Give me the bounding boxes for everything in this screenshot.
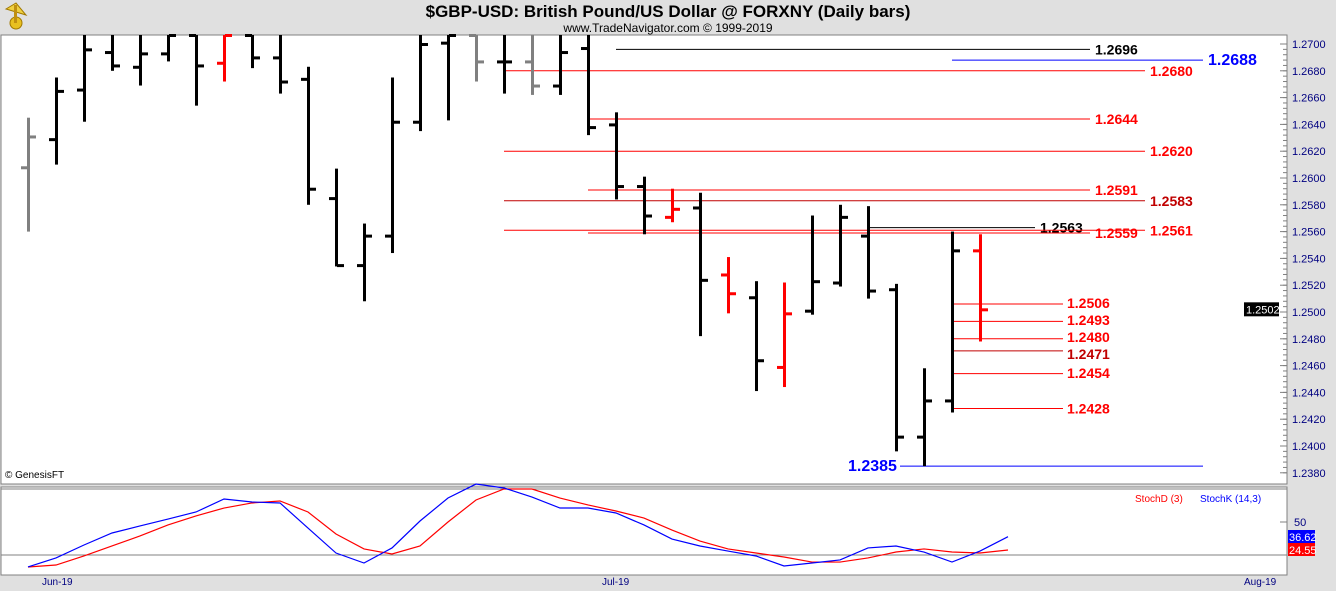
price-bar	[721, 257, 736, 314]
price-bar	[329, 168, 344, 268]
stoch-series-line	[27, 488, 1009, 568]
price-bar	[105, 35, 120, 71]
price-bar	[833, 204, 848, 287]
level-label: 1.2559	[1095, 225, 1138, 241]
level-label: 1.2480	[1067, 329, 1110, 345]
price-bar	[21, 117, 36, 232]
price-bar	[693, 192, 708, 337]
price-bar	[301, 66, 316, 205]
copyright-label: © GenesisFT	[5, 470, 64, 481]
level-label: 1.2620	[1150, 143, 1193, 159]
y-tick-label: 1.2420	[1292, 414, 1326, 426]
y-tick-label: 1.2460	[1292, 361, 1326, 373]
level-label: 1.2583	[1150, 193, 1193, 209]
y-tick-label: 1.2480	[1292, 334, 1326, 346]
level-label: 1.2471	[1067, 346, 1110, 362]
price-bar	[665, 188, 680, 223]
price-bar	[917, 368, 932, 467]
price-bar	[581, 35, 596, 136]
price-bar	[189, 34, 204, 106]
stochd-value-badge	[1288, 543, 1315, 556]
last-price-badge	[1244, 302, 1279, 317]
price-bar	[889, 283, 904, 452]
chart-title: $GBP-USD: British Pound/US Dollar @ FORX…	[425, 2, 911, 21]
stoch-series-line	[27, 483, 1009, 568]
level-label: 1.2591	[1095, 182, 1138, 198]
price-bar	[609, 112, 624, 200]
legend-stochd: StochD (3)	[1135, 494, 1183, 505]
x-tick-label: Aug-19	[1244, 577, 1277, 588]
price-bar	[245, 34, 260, 69]
price-bar	[77, 35, 92, 122]
price-bar	[749, 281, 764, 392]
price-bar	[273, 35, 288, 94]
price-bar	[217, 34, 232, 82]
y-tick-label: 1.2440	[1292, 387, 1326, 399]
level-label: 1.2563	[1040, 220, 1083, 236]
y-tick-label: 1.2560	[1292, 227, 1326, 239]
price-bar	[973, 234, 988, 342]
y-tick-label: 1.2600	[1292, 173, 1326, 185]
y-tick-label: 1.2700	[1292, 39, 1326, 51]
y-tick-label: 1.2580	[1292, 200, 1326, 212]
price-bar	[525, 35, 540, 95]
price-bar	[357, 223, 372, 302]
level-label: 1.2561	[1150, 222, 1193, 238]
level-label: 1.2493	[1067, 312, 1110, 328]
level-label: 1.2506	[1067, 295, 1110, 311]
price-bar	[805, 215, 820, 315]
stoch-tick-label: 50	[1294, 517, 1306, 529]
y-tick-label: 1.2380	[1292, 468, 1326, 480]
stochd-value: 24.55	[1289, 545, 1317, 557]
price-bar	[49, 77, 64, 165]
level-label: 1.2385	[848, 458, 897, 475]
price-bar	[469, 34, 484, 82]
stochk-value: 36.62	[1289, 532, 1317, 544]
price-bar	[413, 35, 428, 132]
level-label: 1.2428	[1067, 400, 1110, 416]
y-tick-label: 1.2660	[1292, 93, 1326, 105]
price-bar	[637, 176, 652, 235]
x-tick-label: Jul-19	[602, 577, 630, 588]
stochk-value-badge	[1288, 530, 1315, 543]
sextant-logo-icon	[4, 2, 28, 30]
level-label: 1.2644	[1095, 111, 1138, 127]
last-price-label: 1.2502	[1246, 304, 1280, 316]
price-bar	[861, 206, 876, 299]
price-bar	[945, 231, 960, 413]
price-bar	[441, 34, 456, 121]
y-tick-label: 1.2520	[1292, 280, 1326, 292]
price-bar	[385, 77, 400, 254]
price-bar	[161, 34, 176, 62]
level-label: 1.2696	[1095, 41, 1138, 57]
price-bar	[133, 35, 148, 86]
y-tick-label: 1.2400	[1292, 441, 1326, 453]
y-tick-label: 1.2620	[1292, 146, 1326, 158]
price-bar	[777, 282, 792, 388]
level-label: 1.2454	[1067, 365, 1110, 381]
y-tick-label: 1.2540	[1292, 253, 1326, 265]
level-label: 1.2688	[1208, 52, 1257, 69]
x-tick-label: Jun-19	[42, 577, 73, 588]
price-bar	[553, 35, 568, 95]
y-tick-label: 1.2640	[1292, 119, 1326, 131]
price-bar	[497, 35, 512, 94]
chart-subtitle: www.TradeNavigator.com © 1999-2019	[563, 21, 773, 35]
level-label: 1.2680	[1150, 63, 1193, 79]
legend-stochk: StochK (14,3)	[1200, 494, 1261, 505]
y-tick-label: 1.2680	[1292, 66, 1326, 78]
y-tick-label: 1.2500	[1292, 307, 1326, 319]
